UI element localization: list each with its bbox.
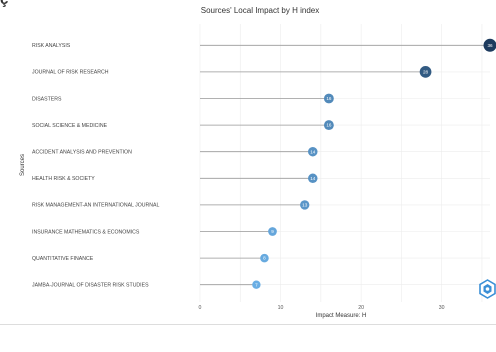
data-label: 7 [255, 282, 258, 287]
category-label: DISASTERS [32, 96, 62, 102]
lollipop-dot[interactable] [308, 173, 318, 184]
grid-lines [199, 24, 490, 302]
lollipop-dots: 36 28 16 16 14 14 13 9 8 7 [252, 38, 496, 289]
lollipop-dot[interactable] [308, 146, 318, 157]
lollipop-dot[interactable] [483, 38, 496, 52]
lollipop-dot[interactable] [252, 280, 261, 289]
category-label: RISK ANALYSIS [32, 43, 71, 49]
data-label: 16 [326, 123, 332, 128]
category-label: INSURANCE MATHEMATICS & ECONOMICS [32, 229, 140, 235]
chart-title: Sources' Local Impact by H index [200, 6, 320, 15]
category-label: ACCIDENT ANALYSIS AND PREVENTION [32, 150, 132, 156]
top-bar-text: ç [0, 0, 9, 8]
data-label: 28 [423, 70, 429, 75]
category-label: QUANTITATIVE FINANCE [32, 256, 94, 262]
lollipop-dot[interactable] [260, 253, 269, 263]
category-label: JAMBA-JOURNAL OF DISASTER RISK STUDIES [32, 283, 149, 289]
data-label: 16 [326, 96, 332, 101]
x-tick-label: 20 [358, 305, 364, 311]
lollipop-dot[interactable] [268, 227, 277, 236]
x-tick-label: 10 [278, 305, 284, 311]
y-axis-title: Sources [20, 154, 26, 176]
category-label: RISK MANAGEMENT-AN INTERNATIONAL JOURNAL [32, 203, 160, 209]
lollipop-dot[interactable] [323, 120, 334, 131]
lollipop-dot[interactable] [300, 200, 310, 210]
data-label: 36 [487, 43, 493, 48]
category-label: SOCIAL SCIENCE & MEDICINE [32, 123, 108, 129]
data-label: 14 [310, 176, 316, 181]
top-bar: ç [0, 0, 496, 8]
lollipop-stems [200, 44, 490, 286]
category-label: HEALTH RISK & SOCIETY [32, 176, 95, 182]
lollipop-dot[interactable] [323, 93, 334, 104]
bottom-divider [0, 324, 496, 325]
lollipop-dot[interactable] [419, 66, 432, 78]
data-label: 9 [271, 229, 274, 234]
category-label: JOURNAL OF RISK RESEARCH [32, 70, 109, 76]
data-label: 13 [302, 203, 308, 208]
x-axis-title: Impact Measure: H [316, 313, 367, 319]
data-label: 14 [310, 149, 316, 154]
x-tick-label: 30 [439, 305, 445, 311]
x-tick-label: 0 [199, 305, 202, 311]
data-label: 8 [263, 256, 266, 261]
x-tick-labels: 0 10 20 30 [199, 305, 445, 311]
category-labels: RISK ANALYSIS JOURNAL OF RISK RESEARCH DIS… [32, 43, 160, 288]
hexagon-badge-icon[interactable] [479, 279, 496, 299]
